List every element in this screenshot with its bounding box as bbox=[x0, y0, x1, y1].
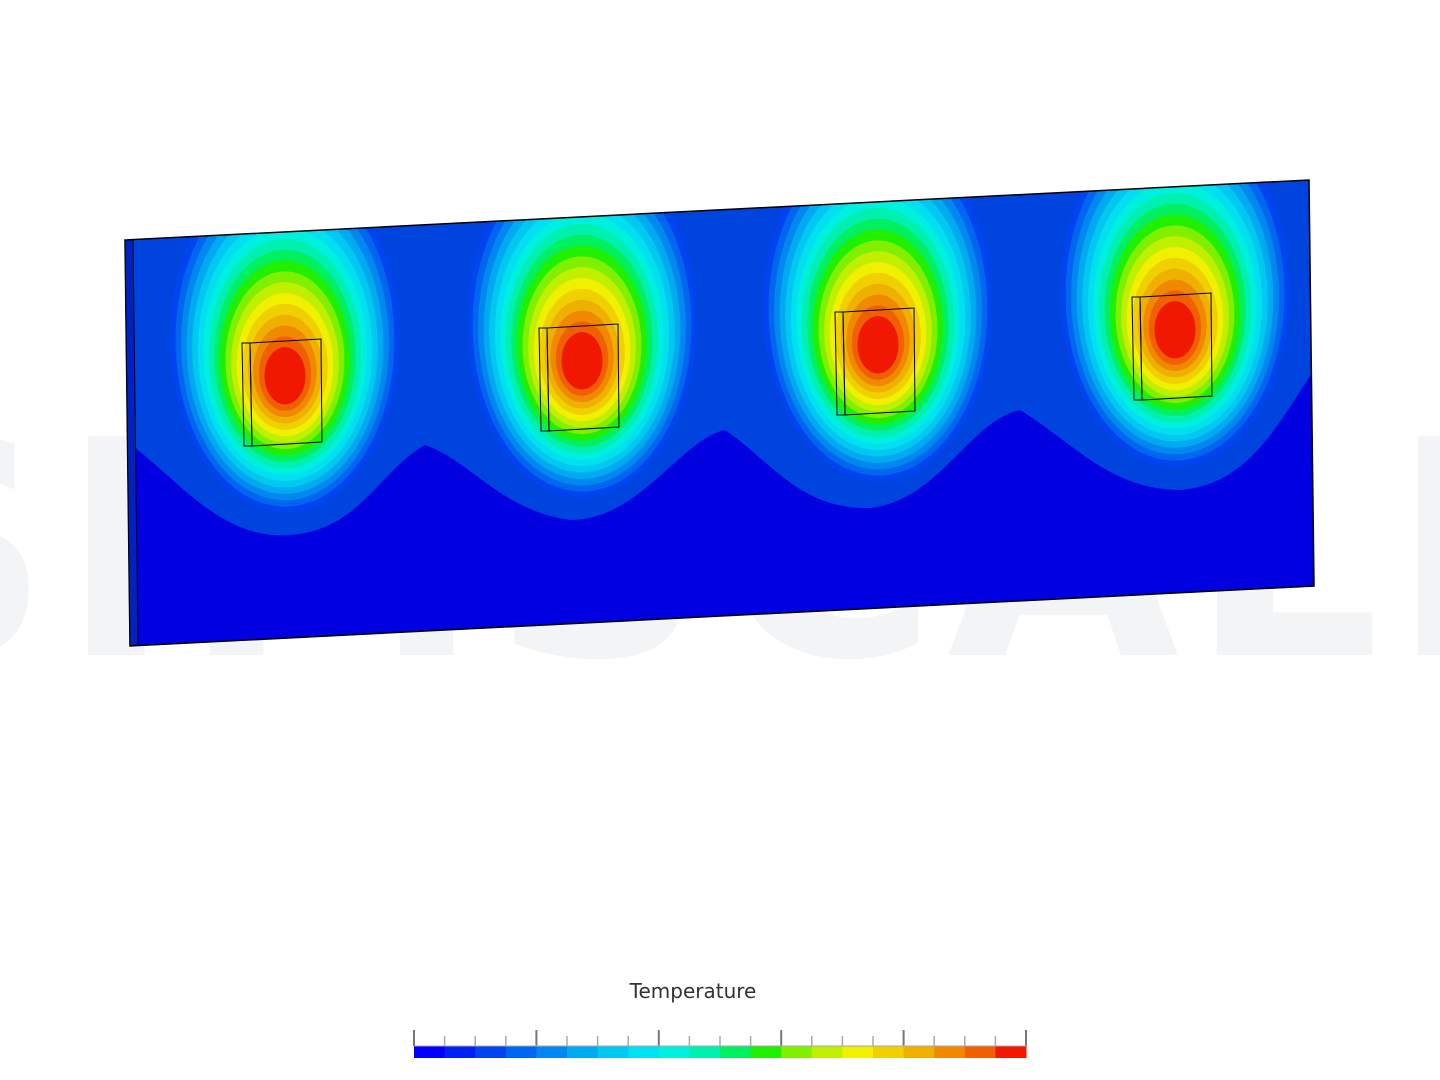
legend-swatch bbox=[475, 1046, 507, 1058]
cold-region bbox=[125, 370, 1314, 646]
legend-swatch bbox=[964, 1046, 996, 1058]
contour bbox=[857, 316, 899, 374]
legend-swatch bbox=[903, 1046, 935, 1058]
legend-swatch bbox=[505, 1046, 537, 1058]
legend-swatch bbox=[995, 1046, 1027, 1058]
legend-swatch bbox=[597, 1046, 629, 1058]
chip bbox=[249, 338, 323, 447]
legend-swatch bbox=[658, 1046, 690, 1058]
legend-swatch bbox=[781, 1046, 813, 1058]
plate-edge bbox=[124, 239, 139, 647]
chip bbox=[842, 307, 916, 416]
legend-swatch bbox=[414, 1046, 446, 1058]
legend-swatch bbox=[567, 1046, 599, 1058]
legend-swatch bbox=[873, 1046, 905, 1058]
color-legend bbox=[413, 1030, 1027, 1058]
legend-swatch bbox=[750, 1046, 782, 1058]
contour bbox=[561, 332, 603, 390]
legend-title: Temperature bbox=[629, 979, 757, 1003]
legend-swatch bbox=[689, 1046, 721, 1058]
contour bbox=[264, 347, 306, 405]
legend-swatch bbox=[842, 1046, 874, 1058]
chip bbox=[546, 323, 620, 432]
chip bbox=[1139, 292, 1213, 401]
contour bbox=[1154, 301, 1196, 359]
legend-swatch bbox=[811, 1046, 843, 1058]
legend-swatch bbox=[720, 1046, 752, 1058]
legend-swatch bbox=[536, 1046, 568, 1058]
legend-swatch bbox=[628, 1046, 660, 1058]
legend-swatch bbox=[444, 1046, 476, 1058]
plate bbox=[125, 180, 1314, 646]
legend-swatch bbox=[934, 1046, 966, 1058]
